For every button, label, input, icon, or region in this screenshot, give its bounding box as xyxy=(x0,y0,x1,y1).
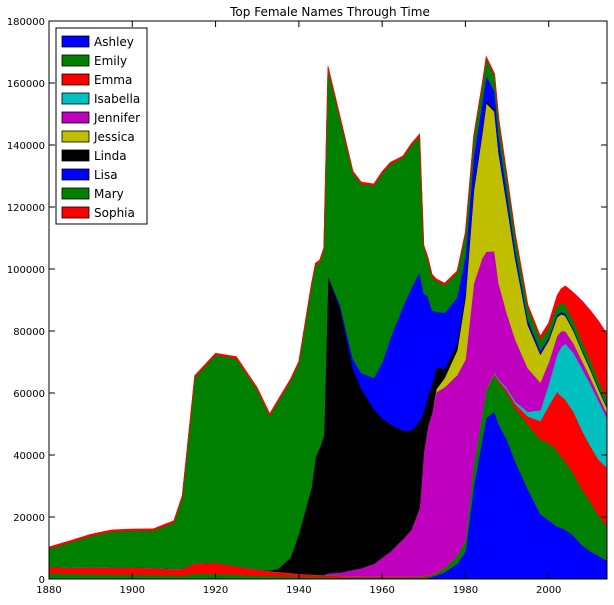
legend-label-ashley: Ashley xyxy=(94,35,134,49)
legend-label-jennifer: Jennifer xyxy=(93,111,140,125)
legend-label-lisa: Lisa xyxy=(94,168,118,182)
y-tick-label: 20000 xyxy=(13,513,45,524)
y-tick-label: 140000 xyxy=(7,141,45,152)
x-tick-label: 1880 xyxy=(36,585,61,596)
y-tick-label: 40000 xyxy=(13,451,45,462)
legend-swatch-sophia xyxy=(61,206,90,219)
x-tick-label: 1980 xyxy=(453,585,478,596)
legend-swatch-linda xyxy=(61,149,90,162)
legend-label-jessica: Jessica xyxy=(93,130,135,144)
legend-swatch-emily xyxy=(61,54,90,67)
y-tick-label: 180000 xyxy=(7,17,45,28)
legend-label-mary: Mary xyxy=(94,187,124,201)
x-tick-label: 2000 xyxy=(536,585,561,596)
legend-label-linda: Linda xyxy=(94,149,127,163)
y-tick-label: 120000 xyxy=(7,203,45,214)
legend-swatch-mary xyxy=(61,187,90,200)
legend-swatch-ashley xyxy=(61,35,90,48)
y-tick-label: 0 xyxy=(39,575,45,586)
y-axis: 0 20000 40000 60000 80000 100000 120000 140000 1… xyxy=(7,17,607,586)
legend-label-isabella: Isabella xyxy=(94,92,140,106)
legend-swatch-isabella xyxy=(61,92,90,105)
y-tick-label: 160000 xyxy=(7,79,45,90)
x-tick-label: 1960 xyxy=(369,585,394,596)
legend-swatch-emma xyxy=(61,73,90,86)
y-tick-label: 100000 xyxy=(7,265,45,276)
chart-title: Top Female Names Through Time xyxy=(229,5,430,19)
legend-label-emma: Emma xyxy=(94,73,132,87)
legend: Ashley Emily Emma Isabella Jennifer Jessica Li… xyxy=(55,27,148,225)
legend-swatch-jennifer xyxy=(61,111,90,124)
x-tick-label: 1900 xyxy=(120,585,145,596)
plot-frame xyxy=(48,20,608,580)
y-tick-label: 60000 xyxy=(13,389,45,400)
legend-label-sophia: Sophia xyxy=(94,206,135,220)
x-tick-label: 1920 xyxy=(203,585,228,596)
x-tick-label: 1940 xyxy=(286,585,311,596)
legend-swatch-lisa xyxy=(61,168,90,181)
x-axis: 1880 1900 1920 1940 1960 1980 2000 xyxy=(36,21,561,596)
legend-label-emily: Emily xyxy=(94,54,127,68)
legend-swatch-jessica xyxy=(61,130,90,143)
y-tick-label: 80000 xyxy=(13,327,45,338)
